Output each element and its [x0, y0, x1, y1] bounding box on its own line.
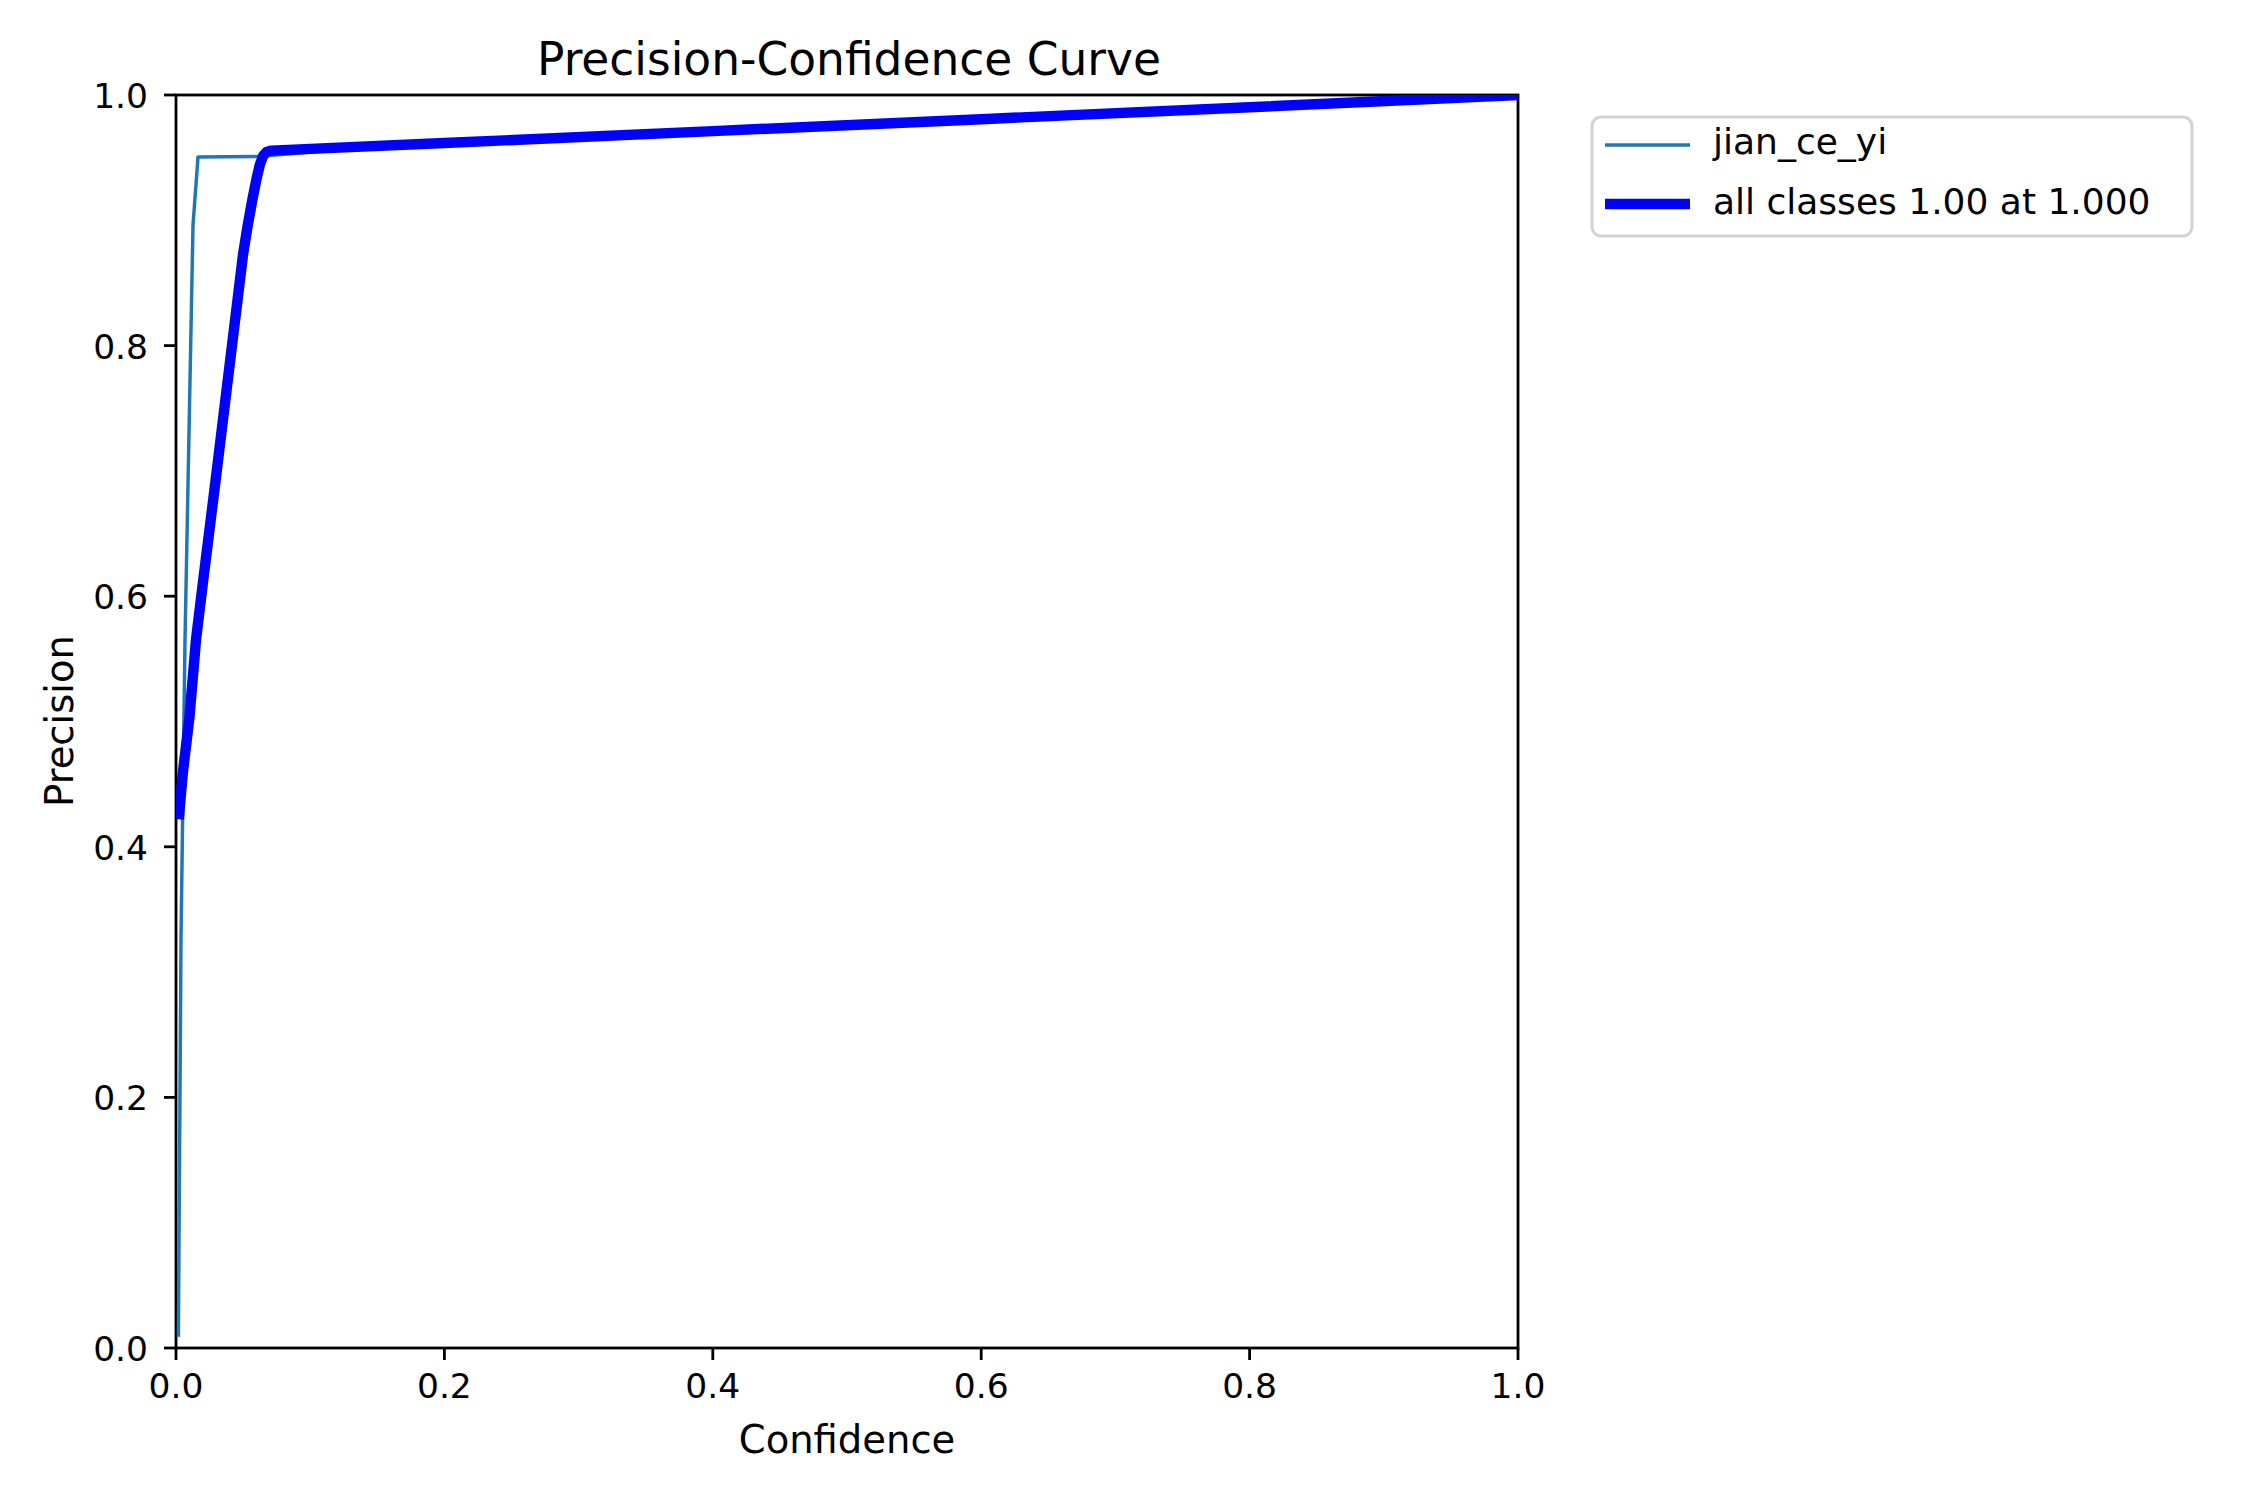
y-axis-ticks: 0.0 0.2 0.4 0.6 0.8 1.0	[93, 76, 176, 1369]
y-tick-label: 0.4	[93, 828, 148, 868]
legend-label: jian_ce_yi	[1712, 121, 1887, 162]
legend: jian_ce_yiall classes 1.00 at 1.000	[1592, 117, 2192, 236]
x-tick-label: 1.0	[1491, 1366, 1546, 1406]
series-line-all-classes-1-00-at-1-000	[179, 95, 1518, 819]
figure: 0.0 0.2 0.4 0.6 0.8 1.0 0.0 0.2 0.4 0.6 0.8 1.0 Pr…	[0, 0, 2250, 1500]
y-tick-label: 0.0	[93, 1329, 148, 1369]
x-axis-label: Confidence	[739, 1417, 955, 1462]
legend-label: all classes 1.00 at 1.000	[1713, 181, 2151, 222]
x-axis-ticks: 0.0 0.2 0.4 0.6 0.8 1.0	[149, 1348, 1546, 1406]
precision-confidence-chart: 0.0 0.2 0.4 0.6 0.8 1.0 0.0 0.2 0.4 0.6 0.8 1.0 Pr…	[0, 0, 2250, 1500]
x-tick-label: 0.8	[1222, 1366, 1277, 1406]
y-tick-label: 0.2	[93, 1078, 148, 1118]
x-tick-label: 0.6	[954, 1366, 1009, 1406]
chart-title: Precision-Confidence Curve	[537, 33, 1161, 86]
plot-area	[176, 95, 1518, 1348]
x-tick-label: 0.4	[685, 1366, 740, 1406]
y-tick-label: 0.8	[93, 327, 148, 367]
series-lines	[178, 95, 1518, 1337]
y-tick-label: 0.6	[93, 577, 148, 617]
y-axis-label: Precision	[37, 635, 82, 807]
series-line-jian-ce-yi	[178, 95, 1518, 1337]
x-tick-label: 0.0	[149, 1366, 204, 1406]
x-tick-label: 0.2	[417, 1366, 472, 1406]
y-tick-label: 1.0	[93, 76, 148, 116]
